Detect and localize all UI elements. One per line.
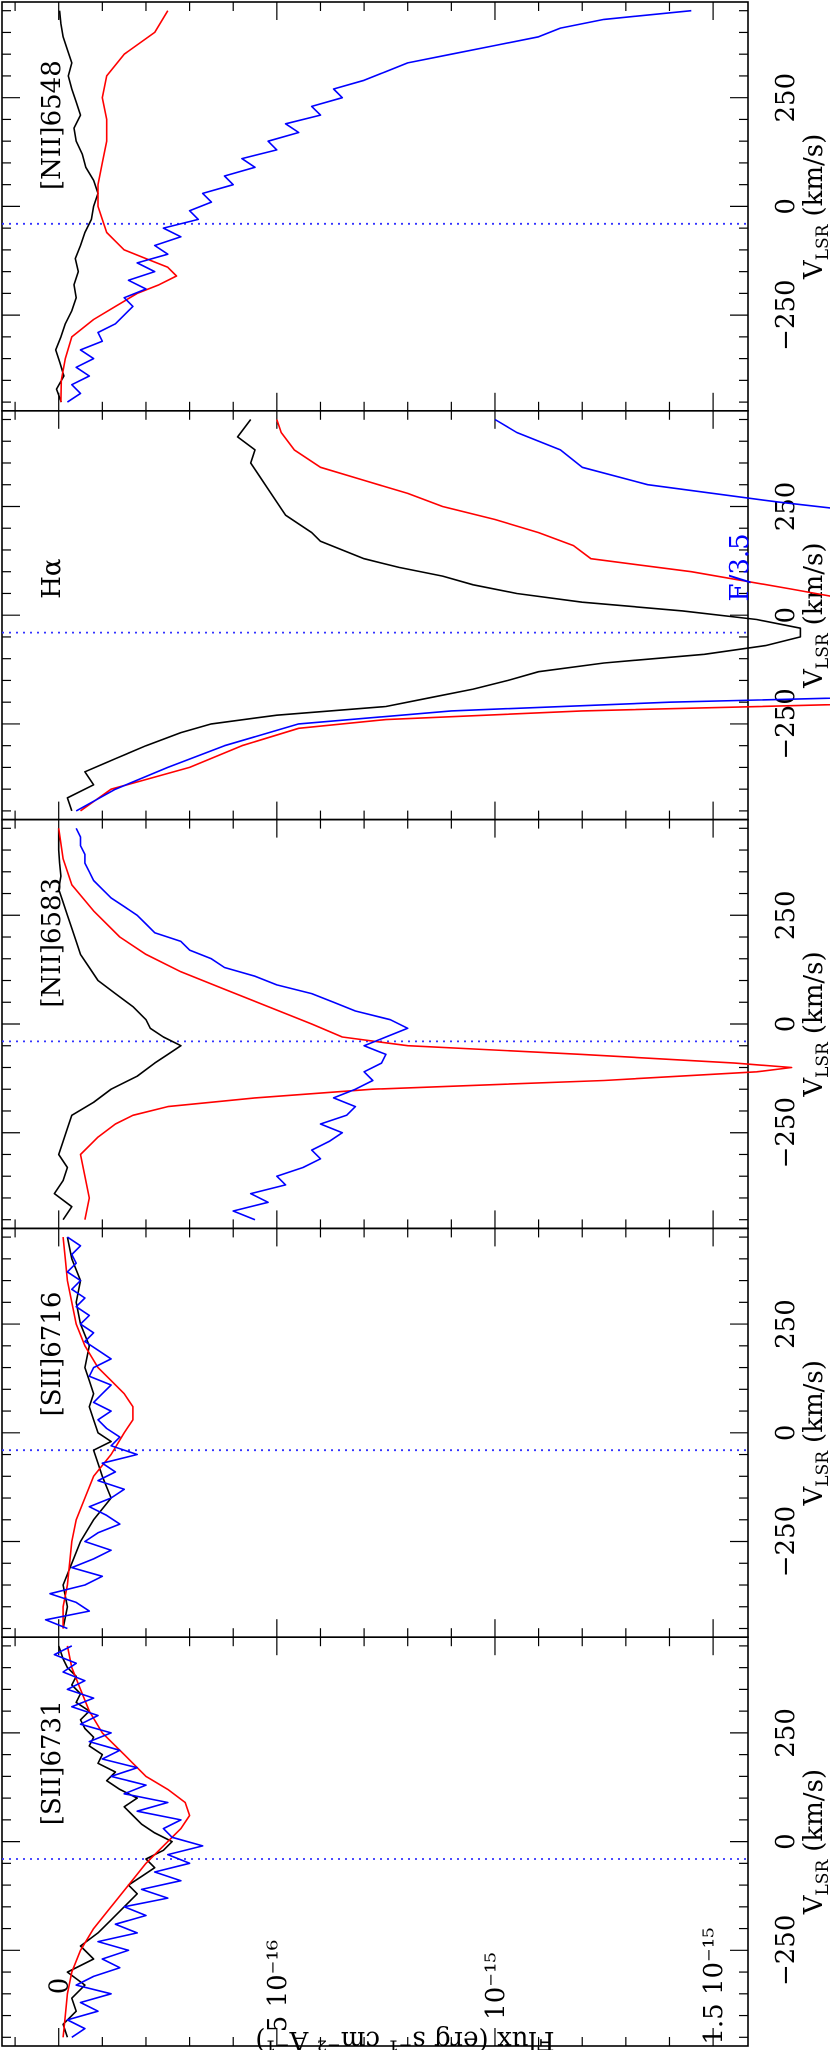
spectrum-black [53, 828, 182, 1221]
velocity-tick-label: −250 [771, 1097, 801, 1168]
flux-tick-label: 10⁻¹⁵ [481, 1952, 511, 2020]
scale-annotation: F/3.5 [725, 533, 755, 601]
velocity-tick-label: 250 [771, 482, 801, 532]
panel-line-label: [NII]6583 [37, 878, 67, 1008]
velocity-tick-label: 250 [771, 1708, 801, 1758]
spectrum-red [57, 828, 793, 1220]
velocity-tick-label: 0 [771, 1425, 801, 1442]
velocity-axis-title: VLSR(km/s) [799, 951, 830, 1097]
velocity-tick-label: 0 [771, 1016, 801, 1033]
panel-line-label: [NII]6548 [37, 60, 67, 190]
velocity-axis-title: VLSR(km/s) [799, 1360, 830, 1506]
spectrum-red [60, 10, 178, 403]
panel-line-label: [SII]6716 [37, 1292, 67, 1417]
velocity-tick-label: 0 [771, 1833, 801, 1850]
spectrum-red [62, 1237, 134, 1629]
velocity-tick-label: 250 [771, 1299, 801, 1349]
panel-line-label: [SII]6731 [37, 1700, 67, 1825]
spectrum-black [66, 419, 802, 812]
panel: −250 0 250 VLSR(km/s) [NII]6583 [1, 818, 830, 1230]
velocity-axis-title: VLSR(km/s) [799, 134, 830, 280]
velocity-tick-label: 250 [771, 890, 801, 940]
panel: −250 0 250 VLSR(km/s) [SII]6731 [1, 1636, 830, 2047]
spectrum-red [80, 419, 830, 812]
velocity-axis-title: VLSR(km/s) [799, 543, 830, 689]
flux-tick-label: 1.5 10⁻¹⁵ [699, 1927, 729, 2044]
panel: −250 0 250 VLSR(km/s) [NII]6548 [1, 1, 830, 412]
spectrum-black [57, 1645, 173, 2038]
spectrum-blue [53, 1645, 204, 2038]
panel: −250 0 250 VLSR(km/s) [SII]6716 [1, 1227, 830, 1639]
spectrum-blue [66, 9, 692, 403]
velocity-tick-label: 0 [771, 607, 801, 624]
velocity-tick-label: 250 [771, 73, 801, 123]
spectrum-black [54, 10, 99, 403]
panel-line-label: Hα [37, 559, 67, 599]
spectrum-blue [44, 1236, 138, 1630]
velocity-tick-label: 0 [771, 198, 801, 215]
velocity-axis-title: VLSR(km/s) [799, 1769, 830, 1915]
spectrum-black [62, 1236, 112, 1629]
velocity-tick-label: −250 [771, 279, 801, 350]
velocity-tick-label: −250 [771, 1915, 801, 1986]
flux-tick-label: 0 [45, 1978, 75, 1995]
spectrum-blue [75, 418, 830, 812]
velocity-tick-label: −250 [771, 1506, 801, 1577]
flux-tick-label: 5 10⁻¹⁶ [263, 1940, 293, 2032]
spectrum-blue [75, 827, 409, 1221]
